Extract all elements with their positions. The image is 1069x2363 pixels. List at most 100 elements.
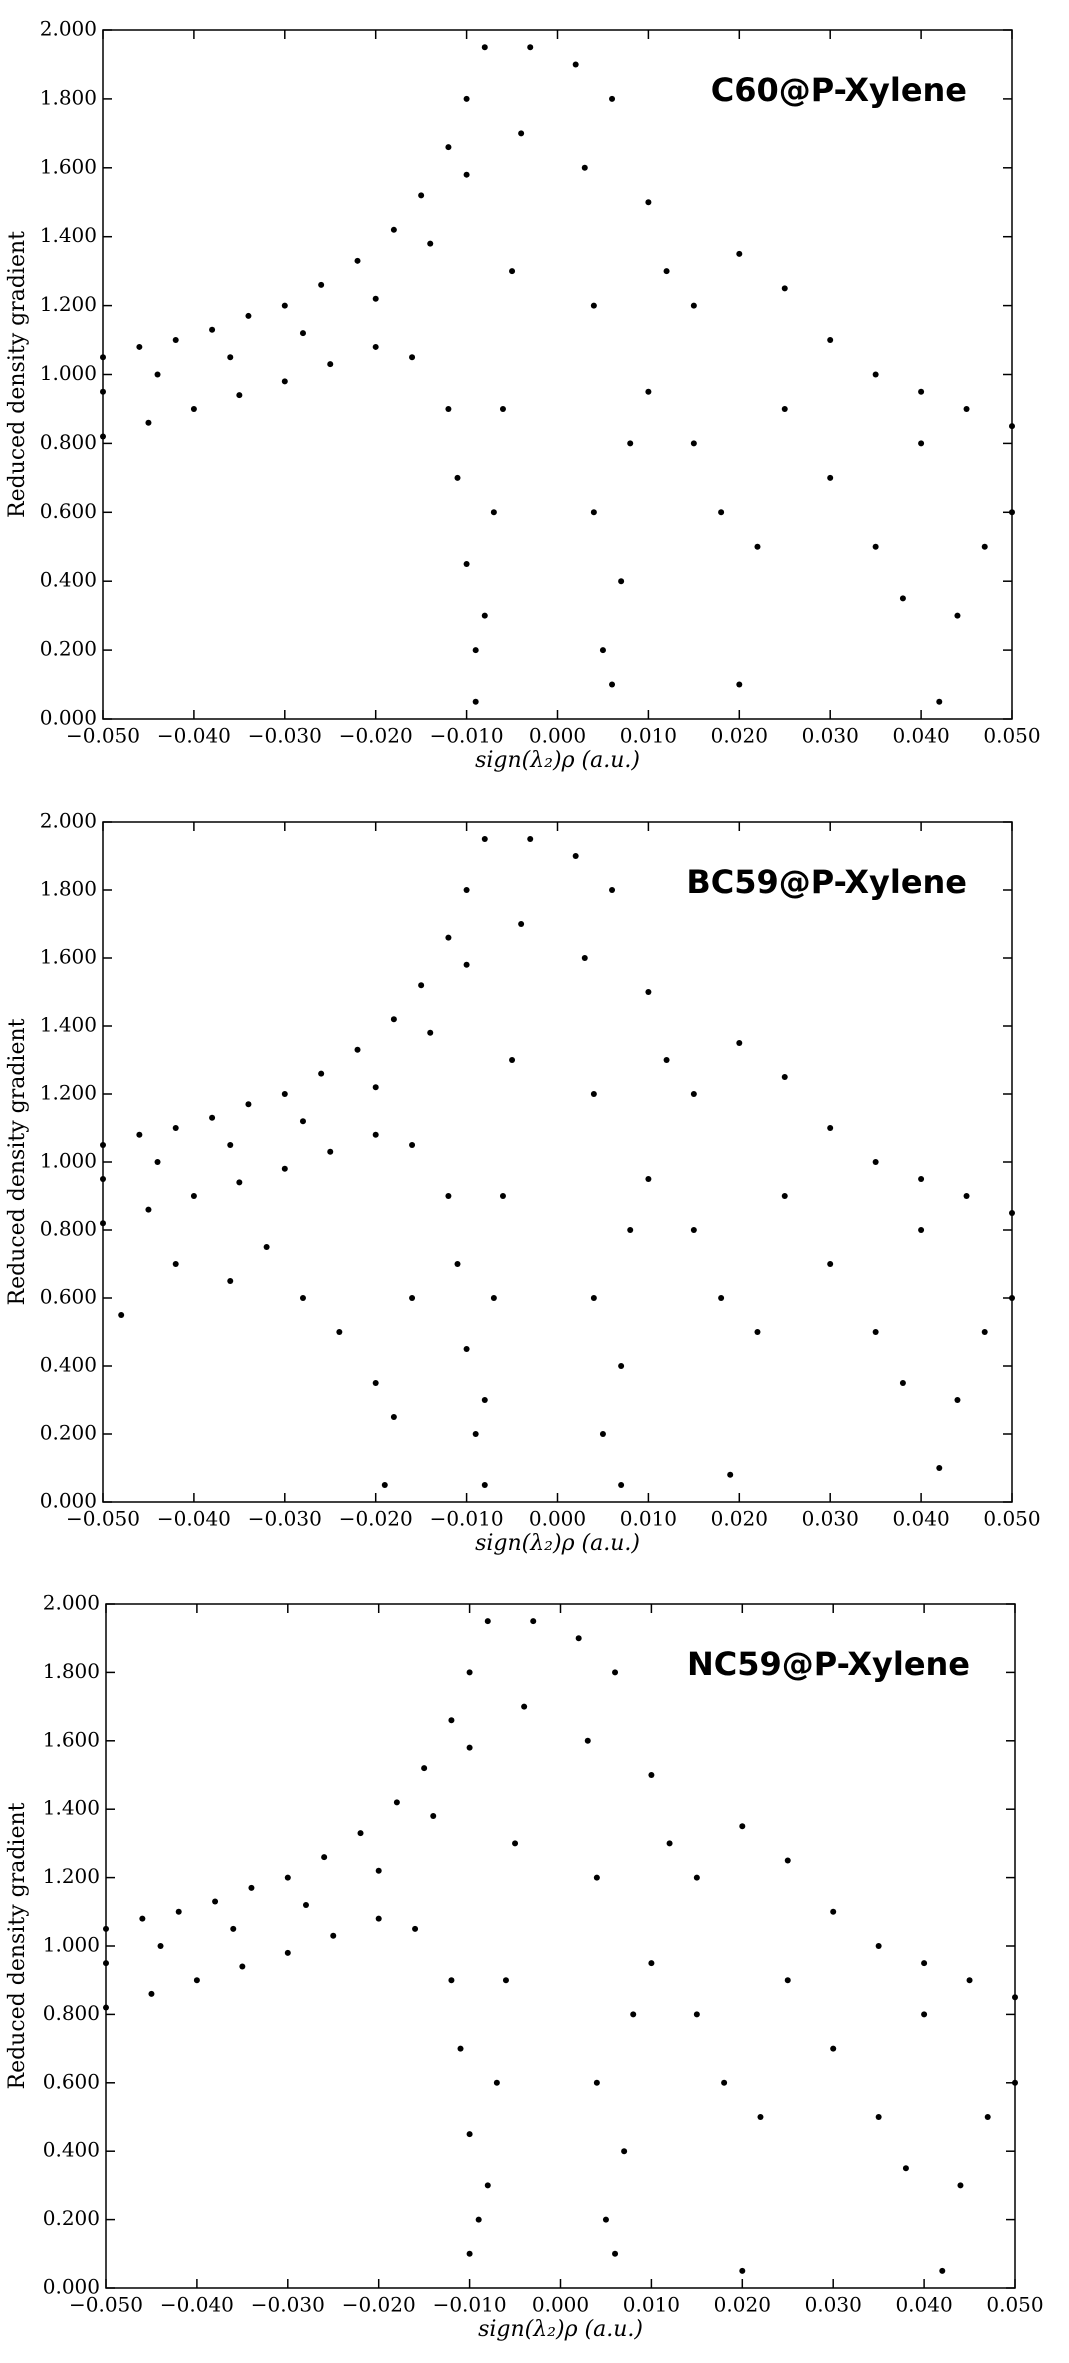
point — [645, 388, 652, 395]
y-tick-label: 0.600 — [40, 1285, 97, 1309]
point — [299, 1295, 306, 1301]
point — [645, 199, 652, 206]
point — [827, 337, 834, 344]
point — [627, 440, 634, 447]
y-tick-label: 1.600 — [43, 1727, 100, 1751]
point — [281, 378, 288, 385]
point — [427, 1029, 434, 1036]
point — [499, 1193, 506, 1199]
x-tick-label: −0.020 — [342, 2293, 416, 2317]
point — [754, 543, 761, 550]
point — [230, 1925, 237, 1932]
y-tick-label: 0.800 — [40, 430, 97, 454]
point — [630, 2011, 637, 2018]
point — [518, 921, 525, 927]
y-tick-label: 0.800 — [40, 1217, 97, 1241]
y-tick-label: 1.800 — [43, 1659, 100, 1683]
point — [466, 2131, 473, 2138]
point — [466, 1669, 473, 1676]
point — [227, 1278, 234, 1284]
point — [918, 1176, 925, 1182]
y-tick-label: 0.200 — [43, 2206, 100, 2230]
x-tick-label: −0.030 — [251, 2293, 325, 2317]
point — [572, 61, 579, 68]
point — [590, 1295, 597, 1301]
y-tick-label: 1.000 — [40, 361, 97, 385]
point — [981, 543, 988, 550]
x-tick-label: 0.030 — [802, 724, 859, 748]
point — [581, 164, 588, 171]
point — [236, 392, 243, 399]
y-tick-label: 1.000 — [40, 1149, 97, 1173]
point — [954, 612, 961, 619]
point — [690, 1091, 697, 1097]
point — [875, 2114, 882, 2120]
point — [618, 1363, 625, 1369]
point — [463, 1346, 470, 1352]
point — [599, 1431, 606, 1437]
x-tick-label: −0.030 — [248, 724, 322, 748]
point — [418, 192, 425, 199]
y-tick-label: 1.600 — [40, 945, 97, 969]
x-tick-label: 0.020 — [714, 2293, 771, 2317]
point — [484, 2182, 491, 2189]
point — [445, 934, 452, 941]
point — [736, 681, 743, 688]
point — [936, 698, 943, 705]
point — [145, 419, 152, 426]
point — [609, 887, 616, 893]
x-tick-label: −0.020 — [339, 724, 413, 748]
point — [154, 1159, 161, 1165]
y-tick-label: 2.000 — [40, 17, 97, 41]
point — [921, 2011, 928, 2018]
x-tick-label: 0.000 — [529, 724, 586, 748]
point — [393, 1799, 400, 1806]
point — [499, 405, 506, 412]
point — [463, 560, 470, 567]
y-tick-label: 2.000 — [43, 1591, 100, 1615]
point — [609, 681, 616, 688]
point — [172, 1261, 179, 1267]
point — [575, 1635, 582, 1642]
point — [148, 1990, 155, 1997]
point — [693, 2011, 700, 2018]
point — [918, 388, 925, 395]
point — [984, 2114, 991, 2120]
x-tick-label: 0.020 — [711, 1507, 768, 1531]
point — [902, 2165, 909, 2172]
point — [248, 1884, 255, 1891]
point — [481, 836, 488, 842]
y-tick-label: 0.200 — [40, 637, 97, 661]
point — [721, 2079, 728, 2086]
point — [739, 2267, 746, 2274]
point — [327, 361, 334, 368]
y-axis-label: Reduced density gradient — [5, 231, 30, 518]
point — [281, 302, 288, 309]
y-tick-label: 0.400 — [40, 568, 97, 592]
point — [472, 1431, 479, 1437]
x-tick-label: 0.050 — [986, 2293, 1043, 2317]
point — [936, 1465, 943, 1471]
point — [448, 1717, 455, 1724]
y-tick-label: 2.000 — [40, 809, 97, 833]
point — [781, 1074, 788, 1080]
annotation: C60@P-Xylene — [711, 71, 967, 109]
x-tick-label: 0.030 — [802, 1507, 859, 1531]
point — [502, 1977, 509, 1984]
point — [175, 1908, 182, 1915]
point — [827, 474, 834, 481]
x-tick-label: 0.010 — [623, 2293, 680, 2317]
point — [872, 371, 879, 378]
y-axis-label: Reduced density gradient — [5, 1802, 30, 2089]
x-tick-label: 0.000 — [532, 2293, 589, 2317]
x-tick-label: −0.010 — [430, 724, 504, 748]
x-tick-label: 0.050 — [983, 1507, 1040, 1531]
point — [445, 144, 452, 151]
x-tick-label: −0.040 — [157, 724, 231, 748]
y-tick-label: 1.400 — [43, 1796, 100, 1820]
point — [375, 1915, 382, 1922]
point — [475, 2216, 482, 2223]
point — [590, 509, 597, 516]
point — [139, 1915, 146, 1922]
